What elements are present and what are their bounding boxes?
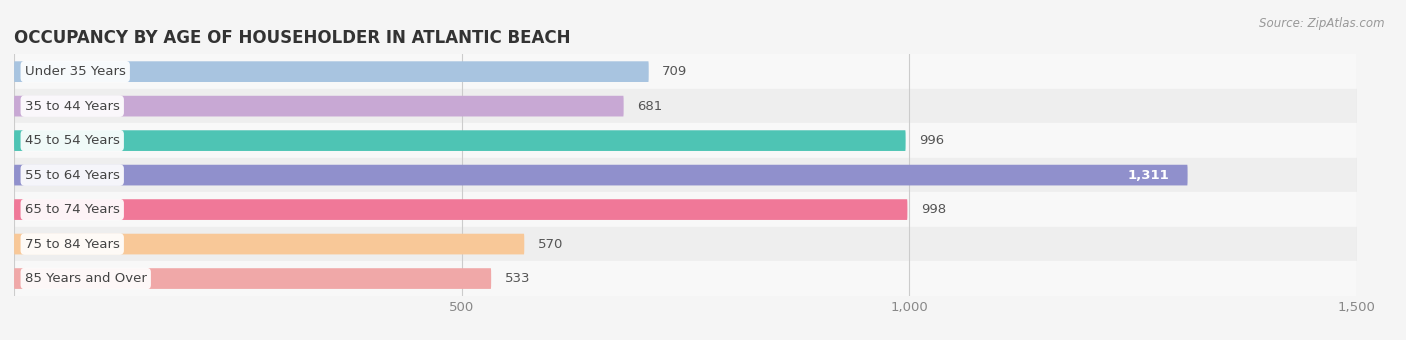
Text: Source: ZipAtlas.com: Source: ZipAtlas.com bbox=[1260, 17, 1385, 30]
Bar bbox=[14, 192, 1357, 227]
FancyBboxPatch shape bbox=[14, 96, 624, 117]
FancyBboxPatch shape bbox=[14, 61, 648, 82]
Text: 998: 998 bbox=[921, 203, 946, 216]
Bar bbox=[14, 54, 1357, 89]
FancyBboxPatch shape bbox=[14, 199, 907, 220]
Text: 35 to 44 Years: 35 to 44 Years bbox=[25, 100, 120, 113]
Text: 85 Years and Over: 85 Years and Over bbox=[25, 272, 146, 285]
Text: 681: 681 bbox=[637, 100, 662, 113]
Bar bbox=[14, 227, 1357, 261]
Bar bbox=[14, 158, 1357, 192]
Text: 570: 570 bbox=[537, 238, 562, 251]
Text: 1,311: 1,311 bbox=[1128, 169, 1170, 182]
Bar bbox=[14, 261, 1357, 296]
Text: 996: 996 bbox=[920, 134, 945, 147]
Text: 709: 709 bbox=[662, 65, 688, 78]
FancyBboxPatch shape bbox=[14, 130, 905, 151]
FancyBboxPatch shape bbox=[14, 165, 1188, 185]
Text: 65 to 74 Years: 65 to 74 Years bbox=[25, 203, 120, 216]
Text: 75 to 84 Years: 75 to 84 Years bbox=[25, 238, 120, 251]
Text: OCCUPANCY BY AGE OF HOUSEHOLDER IN ATLANTIC BEACH: OCCUPANCY BY AGE OF HOUSEHOLDER IN ATLAN… bbox=[14, 29, 571, 47]
FancyBboxPatch shape bbox=[14, 268, 491, 289]
Bar bbox=[14, 123, 1357, 158]
FancyBboxPatch shape bbox=[14, 234, 524, 254]
Text: Under 35 Years: Under 35 Years bbox=[25, 65, 125, 78]
Text: 55 to 64 Years: 55 to 64 Years bbox=[25, 169, 120, 182]
Text: 45 to 54 Years: 45 to 54 Years bbox=[25, 134, 120, 147]
Text: 533: 533 bbox=[505, 272, 530, 285]
Bar bbox=[14, 89, 1357, 123]
